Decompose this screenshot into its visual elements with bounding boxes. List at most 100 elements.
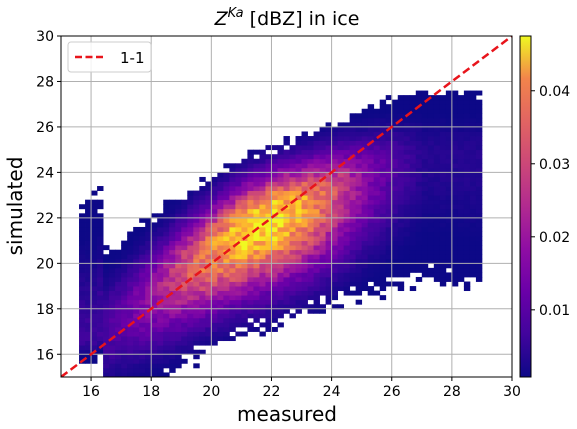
heatmap-cell bbox=[325, 258, 332, 264]
heatmap-cell bbox=[103, 363, 110, 369]
heatmap-cell bbox=[247, 186, 254, 191]
heatmap-cell bbox=[295, 217, 302, 223]
heatmap-cell bbox=[463, 140, 471, 146]
heatmap-cell bbox=[307, 172, 314, 178]
heatmap-cell bbox=[115, 286, 122, 292]
heatmap-cell bbox=[151, 240, 158, 246]
heatmap-cell bbox=[403, 108, 411, 114]
heatmap-cell bbox=[85, 272, 92, 278]
heatmap-cell bbox=[97, 240, 104, 246]
heatmap-cell bbox=[439, 258, 447, 264]
heatmap-cell bbox=[439, 199, 447, 205]
heatmap-cell bbox=[367, 145, 375, 151]
heatmap-cell bbox=[169, 272, 176, 278]
heatmap-cell bbox=[193, 267, 200, 273]
heatmap-cell bbox=[397, 99, 405, 105]
heatmap-cell bbox=[235, 281, 242, 287]
heatmap-cell bbox=[427, 249, 435, 255]
heatmap-cell bbox=[97, 290, 104, 296]
heatmap-cell bbox=[265, 172, 272, 178]
heatmap-cell bbox=[403, 236, 411, 241]
heatmap-cell bbox=[247, 272, 254, 278]
heatmap-cell bbox=[355, 136, 363, 141]
heatmap-cell bbox=[91, 249, 98, 255]
heatmap-cell bbox=[313, 249, 320, 255]
heatmap-cell bbox=[181, 272, 188, 278]
heatmap-cell bbox=[421, 213, 429, 219]
heatmap-cell bbox=[463, 108, 471, 114]
heatmap-cell bbox=[385, 217, 393, 223]
heatmap-cell bbox=[277, 267, 284, 273]
heatmap-cell bbox=[337, 122, 345, 128]
heatmap-cell bbox=[301, 236, 308, 241]
heatmap-cell bbox=[85, 340, 92, 346]
heatmap-cell bbox=[463, 113, 471, 119]
heatmap-cell bbox=[379, 113, 387, 119]
heatmap-cell bbox=[283, 217, 290, 223]
heatmap-cell bbox=[253, 258, 260, 264]
heatmap-cell bbox=[373, 172, 381, 178]
heatmap-cell bbox=[319, 286, 326, 292]
heatmap-cell bbox=[295, 158, 302, 164]
heatmap-cell bbox=[451, 154, 459, 160]
heatmap-cell bbox=[271, 272, 278, 278]
heatmap-cell bbox=[355, 281, 363, 287]
heatmap-cell bbox=[319, 236, 326, 241]
heatmap-cell bbox=[151, 331, 158, 337]
heatmap-cell bbox=[421, 95, 429, 101]
heatmap-cell bbox=[427, 231, 435, 237]
heatmap-cell bbox=[283, 190, 290, 196]
heatmap-cell bbox=[283, 236, 290, 241]
heatmap-cell bbox=[127, 267, 134, 273]
heatmap-cell bbox=[133, 240, 140, 246]
heatmap-cell bbox=[457, 126, 465, 132]
heatmap-cell bbox=[367, 104, 375, 110]
heatmap-cell bbox=[175, 281, 182, 287]
heatmap-cell bbox=[265, 213, 272, 219]
heatmap-cell bbox=[187, 336, 194, 342]
heatmap-cell bbox=[229, 286, 236, 292]
heatmap-cell bbox=[85, 222, 92, 228]
heatmap-cell bbox=[157, 240, 164, 246]
heatmap-cell bbox=[241, 299, 248, 305]
heatmap-cell bbox=[277, 217, 284, 223]
heatmap-cell bbox=[247, 199, 254, 205]
heatmap-cell bbox=[211, 186, 218, 191]
heatmap-cell bbox=[199, 208, 206, 214]
heatmap-cell bbox=[253, 272, 260, 278]
heatmap-cell bbox=[355, 208, 363, 214]
heatmap-cell bbox=[325, 217, 332, 223]
heatmap-cell bbox=[151, 317, 158, 323]
heatmap-cell bbox=[289, 190, 296, 196]
heatmap-cell bbox=[151, 322, 158, 328]
colorbar-tick-label: 0.02 bbox=[539, 230, 570, 246]
heatmap-cell bbox=[91, 345, 98, 351]
heatmap-cell bbox=[313, 140, 320, 146]
heatmap-cell bbox=[373, 290, 381, 296]
heatmap-cell bbox=[145, 326, 152, 332]
heatmap-cell bbox=[277, 154, 284, 160]
heatmap-cell bbox=[181, 249, 188, 255]
heatmap-cell bbox=[229, 163, 236, 169]
heatmap-cell bbox=[361, 167, 369, 173]
heatmap-cell bbox=[193, 281, 200, 287]
heatmap-cell bbox=[349, 226, 357, 232]
heatmap-cell bbox=[283, 281, 290, 287]
heatmap-cell bbox=[229, 208, 236, 214]
heatmap-cell bbox=[475, 136, 483, 141]
heatmap-cell bbox=[145, 226, 152, 232]
heatmap-cell bbox=[253, 195, 260, 201]
heatmap-cell bbox=[289, 181, 296, 187]
heatmap-cell bbox=[217, 249, 224, 255]
heatmap-cell bbox=[427, 136, 435, 141]
heatmap-cell bbox=[367, 272, 375, 278]
heatmap-cell bbox=[223, 267, 230, 273]
heatmap-cell bbox=[121, 290, 128, 296]
heatmap-cell bbox=[355, 249, 363, 255]
heatmap-cell bbox=[349, 263, 357, 269]
heatmap-cell bbox=[271, 326, 278, 332]
heatmap-cell bbox=[181, 222, 188, 228]
heatmap-cell bbox=[283, 195, 290, 201]
heatmap-cell bbox=[199, 317, 206, 323]
heatmap-cell bbox=[343, 195, 351, 201]
